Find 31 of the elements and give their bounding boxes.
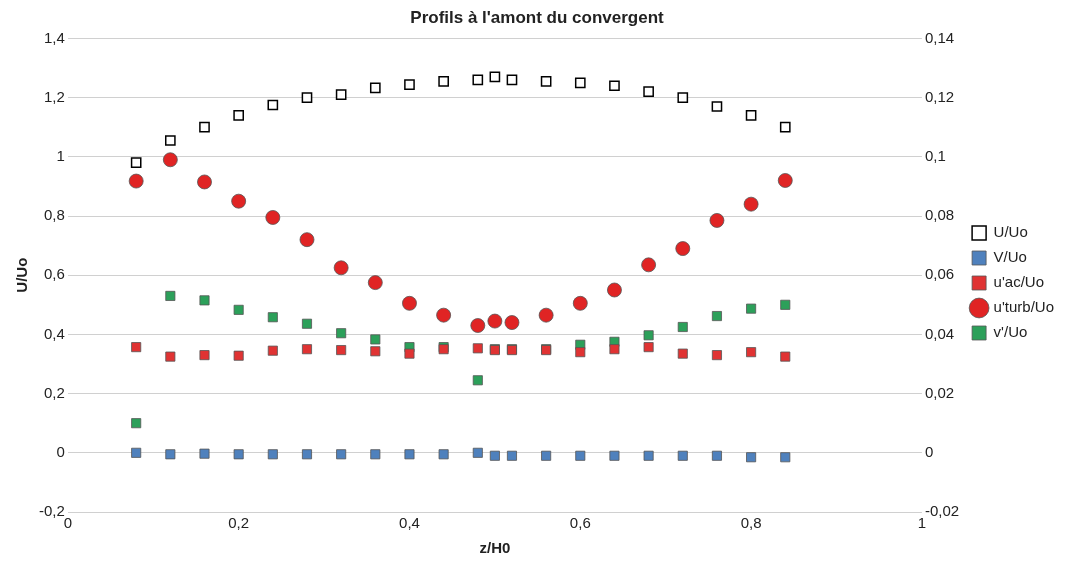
chart-title: Profils à l'amont du convergent bbox=[410, 7, 665, 27]
y2-tick-label: 0,12 bbox=[924, 87, 955, 105]
y-tick-label: 0 bbox=[56, 442, 65, 460]
y2-tick-label: 0 bbox=[924, 442, 934, 460]
x-tick-label: 0,6 bbox=[569, 514, 591, 532]
x-tick-label: 0,2 bbox=[228, 514, 250, 532]
y-tick-label: 0,2 bbox=[43, 383, 65, 401]
y-tick-label: 1,4 bbox=[43, 28, 65, 46]
y-tick-label: 0,8 bbox=[43, 206, 65, 224]
y-tick-label: 1 bbox=[56, 146, 65, 164]
y2-tick-label: -0,02 bbox=[924, 502, 960, 520]
y-axis-title: U/Uo bbox=[13, 257, 31, 293]
x-axis-title: z/H0 bbox=[479, 539, 511, 557]
x-tick-label: 0,4 bbox=[399, 514, 420, 532]
y-tick-label: 0,4 bbox=[43, 324, 65, 342]
x-tick-label: 1 bbox=[917, 514, 927, 532]
y2-tick-label: 0,04 bbox=[924, 324, 955, 342]
y-tick-label: 0,6 bbox=[43, 265, 65, 283]
legend-label: u'turb/Uo bbox=[993, 298, 1055, 316]
y-tick-label: 1,2 bbox=[43, 87, 65, 105]
y2-tick-label: 0,02 bbox=[924, 383, 955, 401]
legend-label: U/Uo bbox=[993, 223, 1028, 241]
legend-label: v'/Uo bbox=[993, 323, 1028, 341]
y2-tick-label: 0,14 bbox=[924, 28, 955, 46]
y2-tick-label: 0,06 bbox=[924, 265, 955, 283]
x-tick-label: 0,8 bbox=[740, 514, 762, 532]
legend-label: V/Uo bbox=[993, 248, 1027, 266]
legend-label: u'ac/Uo bbox=[993, 273, 1044, 291]
y-tick-label: -0,2 bbox=[38, 502, 65, 520]
y2-tick-label: 0,08 bbox=[924, 206, 955, 224]
y2-tick-label: 0,1 bbox=[924, 146, 946, 164]
